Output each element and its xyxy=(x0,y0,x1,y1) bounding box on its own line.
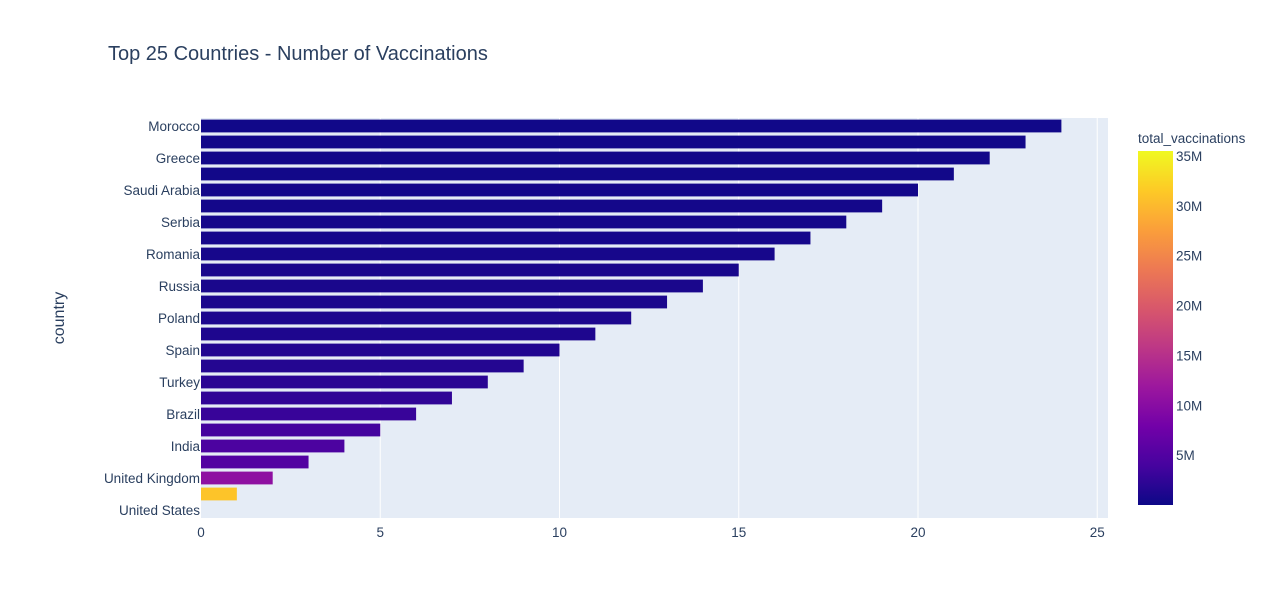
bar[interactable] xyxy=(201,407,417,421)
colorbar-tick-label: 20M xyxy=(1176,299,1202,314)
bar[interactable] xyxy=(201,311,632,325)
bar[interactable] xyxy=(201,167,954,181)
bar[interactable] xyxy=(201,327,596,341)
bar[interactable] xyxy=(201,487,237,501)
bar[interactable] xyxy=(201,295,668,309)
bar[interactable] xyxy=(201,263,739,277)
x-tick-label: 0 xyxy=(197,525,205,540)
bar[interactable] xyxy=(201,231,811,245)
bar[interactable] xyxy=(201,471,273,485)
y-tick-label: India xyxy=(171,439,201,454)
y-tick-label: Poland xyxy=(158,311,200,326)
x-tick-label: 25 xyxy=(1090,525,1105,540)
colorbar: total_vaccinations 5M 10M 15M 20M 25M 30M 35M xyxy=(1138,131,1246,505)
bar[interactable] xyxy=(201,391,452,405)
bar[interactable] xyxy=(201,199,883,213)
bar[interactable] xyxy=(201,359,524,373)
y-axis-title: country xyxy=(51,292,68,344)
bar[interactable] xyxy=(201,215,847,229)
colorbar-tick-label: 10M xyxy=(1176,398,1202,413)
y-tick-labels: Morocco Greece Saudi Arabia Serbia Romania Ru… xyxy=(104,119,201,518)
bar[interactable] xyxy=(201,439,345,453)
x-tick-labels: 0 5 10 15 20 25 xyxy=(197,525,1105,540)
y-tick-label: United States xyxy=(119,503,200,518)
colorbar-gradient xyxy=(1138,151,1173,505)
y-tick-label: Russia xyxy=(159,279,201,294)
colorbar-tick-labels: 5M 10M 15M 20M 25M 30M 35M xyxy=(1176,149,1202,463)
x-tick-label: 15 xyxy=(731,525,746,540)
y-tick-label: United Kingdom xyxy=(104,471,200,486)
y-tick-label: Saudi Arabia xyxy=(123,183,200,198)
bar[interactable] xyxy=(201,375,488,389)
colorbar-tick-label: 5M xyxy=(1176,448,1195,463)
bar[interactable] xyxy=(201,455,309,469)
bars-group xyxy=(201,119,1062,501)
bar[interactable] xyxy=(201,423,381,437)
y-tick-label: Spain xyxy=(165,343,200,358)
bar[interactable] xyxy=(201,119,1062,133)
colorbar-tick-label: 15M xyxy=(1176,348,1202,363)
colorbar-title: total_vaccinations xyxy=(1138,131,1246,146)
y-tick-label: Turkey xyxy=(159,375,200,390)
y-tick-label: Brazil xyxy=(166,407,200,422)
bar[interactable] xyxy=(201,343,560,357)
bar[interactable] xyxy=(201,183,918,197)
x-tick-label: 10 xyxy=(552,525,567,540)
chart-title: Top 25 Countries - Number of Vaccination… xyxy=(108,43,488,65)
bar[interactable] xyxy=(201,247,775,261)
bar[interactable] xyxy=(201,279,703,293)
bar[interactable] xyxy=(201,135,1026,149)
x-tick-label: 5 xyxy=(376,525,384,540)
y-tick-label: Serbia xyxy=(161,215,201,230)
y-tick-label: Greece xyxy=(156,151,200,166)
colorbar-tick-label: 35M xyxy=(1176,149,1202,164)
colorbar-tick-label: 25M xyxy=(1176,249,1202,264)
y-tick-label: Romania xyxy=(146,247,201,262)
x-tick-label: 20 xyxy=(910,525,925,540)
bar[interactable] xyxy=(201,151,990,165)
colorbar-tick-label: 30M xyxy=(1176,199,1202,214)
y-tick-label: Morocco xyxy=(148,119,200,134)
